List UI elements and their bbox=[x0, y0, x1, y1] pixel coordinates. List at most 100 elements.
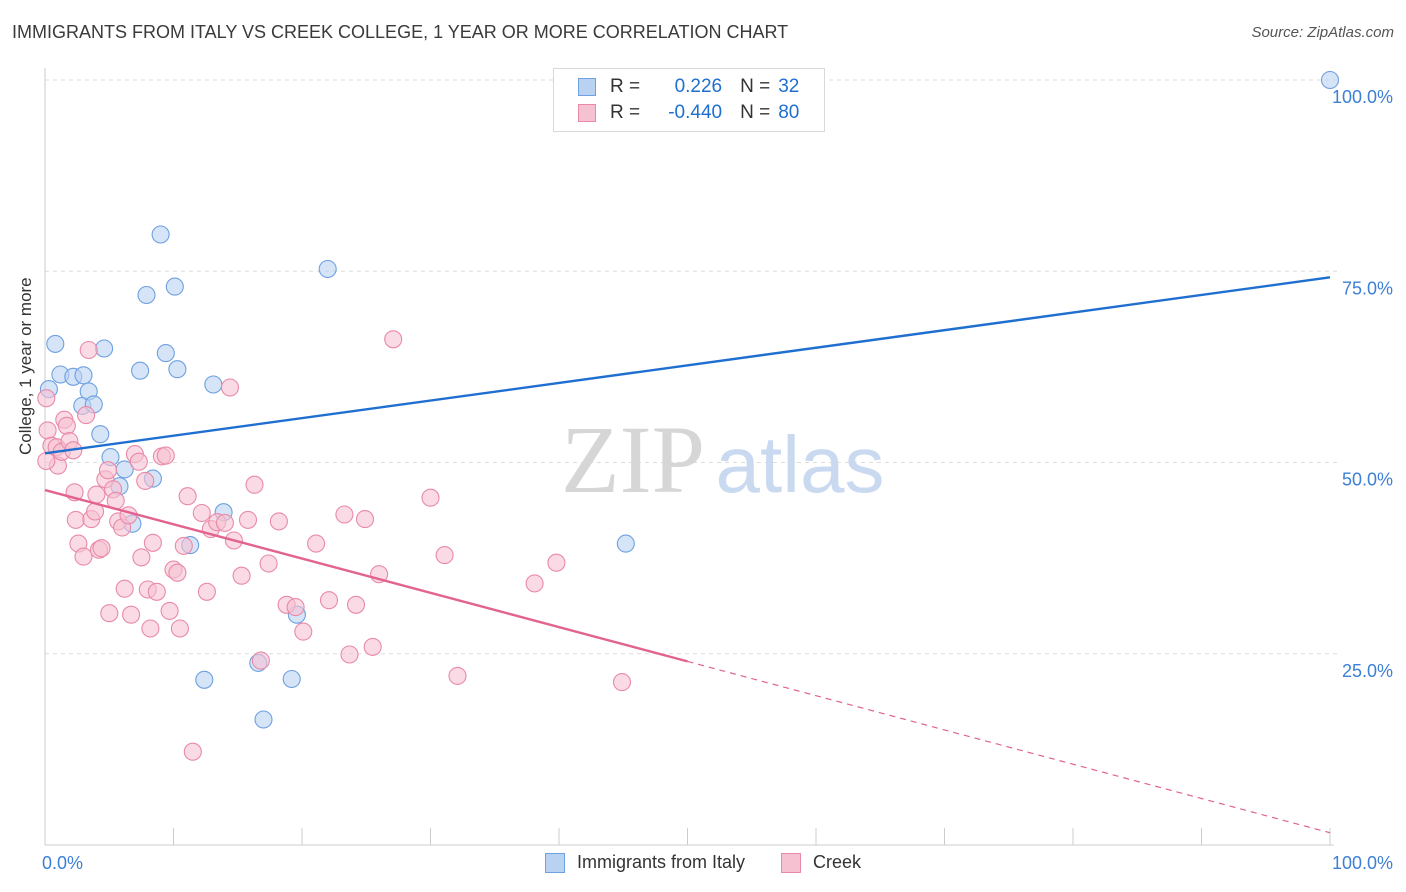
point-creek bbox=[38, 421, 57, 440]
correlation-legend: R = 0.226 N = 32 R = -0.440 N = 80 bbox=[553, 68, 825, 132]
point-italy bbox=[1320, 70, 1340, 90]
y-tick-label: 25.0% bbox=[1342, 661, 1393, 681]
point-italy bbox=[282, 669, 301, 689]
point-creek bbox=[147, 582, 166, 601]
series-name-italy: Immigrants from Italy bbox=[576, 852, 745, 872]
point-creek bbox=[122, 605, 141, 624]
point-creek bbox=[183, 742, 202, 761]
y-tick-label: 100.0% bbox=[1332, 87, 1393, 107]
trend-italy bbox=[44, 276, 1331, 455]
point-creek bbox=[363, 637, 382, 656]
series-legend: Immigrants from Italy Creek bbox=[0, 852, 1406, 873]
point-italy bbox=[156, 344, 175, 363]
trend-creek bbox=[44, 488, 688, 663]
point-creek bbox=[294, 622, 313, 641]
y-axis-label: College, 1 year or more bbox=[16, 277, 35, 455]
legend-n-value-creek: 80 bbox=[778, 102, 800, 123]
legend-swatch-creek bbox=[578, 104, 596, 122]
legend-row-italy: R = 0.226 N = 32 bbox=[578, 75, 817, 99]
y-tick-label: 75.0% bbox=[1342, 278, 1393, 298]
legend-n-value-italy: 32 bbox=[778, 76, 800, 97]
series-swatch-creek bbox=[781, 852, 801, 873]
point-creek bbox=[435, 546, 454, 565]
point-italy bbox=[165, 277, 184, 296]
point-creek bbox=[115, 579, 134, 598]
watermark-zip: ZIP bbox=[561, 406, 705, 513]
point-creek bbox=[98, 461, 118, 480]
point-creek bbox=[259, 554, 278, 573]
point-italy bbox=[204, 375, 223, 394]
point-italy bbox=[74, 366, 93, 385]
legend-swatch-italy bbox=[578, 78, 596, 96]
tick-labels: 25.0% 50.0% 75.0% 100.0% 0.0% 100.0% bbox=[42, 87, 1393, 873]
point-creek bbox=[37, 389, 56, 408]
legend-r-label: R = bbox=[610, 76, 641, 97]
point-italy bbox=[318, 259, 337, 279]
series-swatch-italy bbox=[544, 852, 565, 873]
watermark-atlas: atlas bbox=[716, 420, 885, 509]
point-creek bbox=[57, 416, 76, 435]
y-tick-label: 50.0% bbox=[1342, 470, 1393, 490]
point-creek bbox=[170, 619, 189, 638]
point-creek bbox=[92, 539, 111, 558]
point-creek bbox=[129, 452, 148, 471]
point-italy bbox=[616, 534, 635, 553]
legend-r-value-creek: -0.440 bbox=[668, 102, 723, 123]
chart-title: IMMIGRANTS FROM ITALY VS CREEK COLLEGE, … bbox=[12, 22, 789, 42]
point-creek bbox=[238, 510, 258, 529]
point-creek bbox=[87, 485, 106, 504]
point-creek bbox=[178, 487, 197, 506]
point-creek bbox=[74, 547, 93, 566]
legend-n-label: N = bbox=[740, 102, 771, 123]
point-creek bbox=[355, 510, 375, 529]
point-creek bbox=[245, 475, 264, 494]
source-credit: Source: ZipAtlas.com bbox=[1251, 24, 1394, 41]
point-creek bbox=[269, 512, 288, 531]
point-italy bbox=[95, 339, 114, 358]
point-creek bbox=[346, 595, 366, 614]
point-creek bbox=[525, 574, 544, 593]
series-name-creek: Creek bbox=[813, 852, 862, 872]
point-creek bbox=[251, 651, 270, 670]
point-italy bbox=[195, 670, 214, 689]
point-creek bbox=[156, 446, 175, 465]
legend-row-creek: R = -0.440 N = 80 bbox=[578, 101, 817, 125]
point-creek bbox=[192, 503, 211, 523]
x-tick-label: 0.0% bbox=[42, 853, 83, 873]
point-creek bbox=[160, 601, 179, 620]
point-creek bbox=[384, 330, 403, 349]
point-creek bbox=[136, 471, 155, 490]
point-creek bbox=[174, 536, 193, 555]
point-italy bbox=[91, 425, 110, 444]
data-points bbox=[37, 70, 1340, 761]
point-italy bbox=[254, 710, 273, 729]
point-creek bbox=[132, 548, 151, 567]
point-creek bbox=[286, 598, 305, 617]
point-creek bbox=[307, 534, 326, 553]
watermark: ZIP atlas bbox=[561, 406, 884, 513]
point-creek bbox=[220, 378, 240, 397]
point-creek bbox=[197, 582, 216, 601]
point-creek bbox=[37, 451, 56, 471]
legend-r-value-italy: 0.226 bbox=[674, 76, 723, 97]
series-legend-italy: Immigrants from Italy bbox=[544, 852, 745, 873]
point-creek bbox=[547, 553, 566, 572]
point-creek bbox=[340, 645, 359, 664]
legend-n-label: N = bbox=[740, 76, 771, 97]
point-creek bbox=[612, 673, 632, 692]
series-legend-creek: Creek bbox=[781, 852, 861, 873]
point-creek bbox=[141, 619, 160, 638]
point-creek bbox=[335, 505, 354, 524]
point-italy bbox=[151, 225, 170, 244]
point-creek bbox=[143, 533, 162, 552]
point-italy bbox=[131, 361, 150, 380]
point-creek bbox=[79, 340, 98, 360]
point-italy bbox=[137, 285, 156, 305]
point-creek bbox=[421, 488, 440, 507]
point-creek bbox=[119, 506, 138, 525]
trend-lines bbox=[44, 276, 1331, 834]
point-creek bbox=[215, 513, 234, 532]
point-creek bbox=[448, 666, 467, 685]
point-creek bbox=[66, 510, 85, 529]
